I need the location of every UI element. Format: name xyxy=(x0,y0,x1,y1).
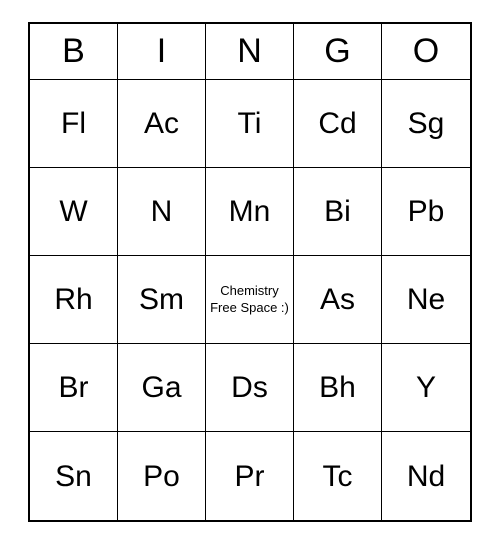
bingo-free-space[interactable]: Chemistry Free Space :) xyxy=(206,256,294,344)
bingo-cell[interactable]: Pr xyxy=(206,432,294,520)
bingo-cell[interactable]: Br xyxy=(30,344,118,432)
bingo-header-o: O xyxy=(382,24,470,80)
bingo-cell[interactable]: Rh xyxy=(30,256,118,344)
bingo-card: B I N G O Fl Ac Ti Cd Sg W N Mn Bi Pb Rh… xyxy=(28,22,472,522)
bingo-cell[interactable]: Y xyxy=(382,344,470,432)
bingo-cell[interactable]: Sg xyxy=(382,80,470,168)
bingo-cell[interactable]: Sm xyxy=(118,256,206,344)
bingo-cell[interactable]: Ti xyxy=(206,80,294,168)
bingo-header-g: G xyxy=(294,24,382,80)
bingo-cell[interactable]: Pb xyxy=(382,168,470,256)
bingo-cell[interactable]: Nd xyxy=(382,432,470,520)
bingo-cell[interactable]: Mn xyxy=(206,168,294,256)
bingo-header-n: N xyxy=(206,24,294,80)
bingo-cell[interactable]: Cd xyxy=(294,80,382,168)
bingo-cell[interactable]: Tc xyxy=(294,432,382,520)
bingo-header-i: I xyxy=(118,24,206,80)
bingo-cell[interactable]: N xyxy=(118,168,206,256)
bingo-cell[interactable]: Ne xyxy=(382,256,470,344)
bingo-cell[interactable]: Fl xyxy=(30,80,118,168)
bingo-cell[interactable]: Po xyxy=(118,432,206,520)
bingo-cell[interactable]: Ac xyxy=(118,80,206,168)
bingo-cell[interactable]: Bh xyxy=(294,344,382,432)
bingo-cell[interactable]: Bi xyxy=(294,168,382,256)
bingo-cell[interactable]: As xyxy=(294,256,382,344)
bingo-cell[interactable]: Ga xyxy=(118,344,206,432)
bingo-cell[interactable]: W xyxy=(30,168,118,256)
bingo-header-b: B xyxy=(30,24,118,80)
bingo-cell[interactable]: Sn xyxy=(30,432,118,520)
bingo-cell[interactable]: Ds xyxy=(206,344,294,432)
